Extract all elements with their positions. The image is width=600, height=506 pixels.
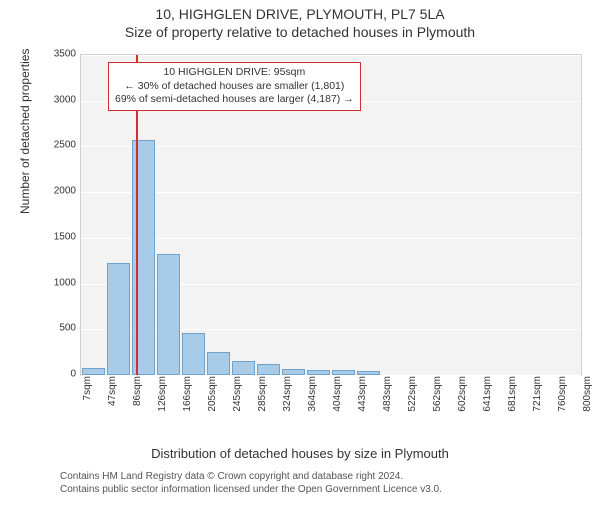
y-tick-label: 500 <box>36 323 76 334</box>
x-axis-ticks: 7sqm 47sqm 86sqm 126sqm 166sqm 205sqm 245sqm 28… <box>80 376 580 416</box>
x-tick-label: 602sqm <box>457 376 468 412</box>
histogram-bar <box>257 364 280 375</box>
histogram-bar <box>132 140 155 375</box>
histogram-bar <box>307 370 330 375</box>
x-tick-label: 364sqm <box>307 376 318 412</box>
histogram-bar <box>332 370 355 375</box>
histogram-bar <box>82 368 105 375</box>
x-tick-label: 324sqm <box>282 376 293 412</box>
y-tick-label: 2000 <box>36 186 76 197</box>
x-tick-label: 443sqm <box>357 376 368 412</box>
x-tick-label: 126sqm <box>157 376 168 412</box>
x-tick-label: 285sqm <box>257 376 268 412</box>
footnote-line-1: Contains HM Land Registry data © Crown c… <box>60 471 442 484</box>
footnote: Contains HM Land Registry data © Crown c… <box>60 471 442 496</box>
y-tick-label: 3000 <box>36 94 76 105</box>
x-tick-label: 7sqm <box>82 376 93 400</box>
x-tick-label: 760sqm <box>557 376 568 412</box>
x-tick-label: 166sqm <box>182 376 193 412</box>
annotation-line-3: 69% of semi-detached houses are larger (… <box>115 93 354 107</box>
histogram-bar <box>182 333 205 375</box>
histogram-bar <box>232 361 255 375</box>
x-tick-label: 562sqm <box>432 376 443 412</box>
page-subtitle: Size of property relative to detached ho… <box>0 24 600 40</box>
y-tick-label: 1500 <box>36 231 76 242</box>
histogram-bar <box>357 371 380 375</box>
histogram-bar <box>282 369 305 375</box>
x-axis-label: Distribution of detached houses by size … <box>0 446 600 461</box>
footnote-line-2: Contains public sector information licen… <box>60 484 442 497</box>
histogram-bar <box>107 263 130 375</box>
x-tick-label: 641sqm <box>482 376 493 412</box>
x-tick-label: 721sqm <box>532 376 543 412</box>
x-tick-label: 681sqm <box>507 376 518 412</box>
x-tick-label: 522sqm <box>407 376 418 412</box>
page-title-address: 10, HIGHGLEN DRIVE, PLYMOUTH, PL7 5LA <box>0 6 600 22</box>
y-tick-label: 2500 <box>36 140 76 151</box>
x-tick-label: 404sqm <box>332 376 343 412</box>
annotation-line-2: ← 30% of detached houses are smaller (1,… <box>115 80 354 94</box>
y-tick-label: 1000 <box>36 277 76 288</box>
y-axis-label: Number of detached properties <box>18 49 32 214</box>
x-tick-label: 47sqm <box>107 376 118 406</box>
x-tick-label: 205sqm <box>207 376 218 412</box>
x-tick-label: 86sqm <box>132 376 143 406</box>
y-tick-label: 3500 <box>36 49 76 60</box>
x-tick-label: 245sqm <box>232 376 243 412</box>
x-tick-label: 483sqm <box>382 376 393 412</box>
marker-annotation-box: 10 HIGHGLEN DRIVE: 95sqm ← 30% of detach… <box>108 62 361 111</box>
y-tick-label: 0 <box>36 369 76 380</box>
histogram-bar <box>207 352 230 375</box>
histogram-bar <box>157 254 180 375</box>
annotation-line-1: 10 HIGHGLEN DRIVE: 95sqm <box>115 66 354 80</box>
x-tick-label: 800sqm <box>582 376 593 412</box>
